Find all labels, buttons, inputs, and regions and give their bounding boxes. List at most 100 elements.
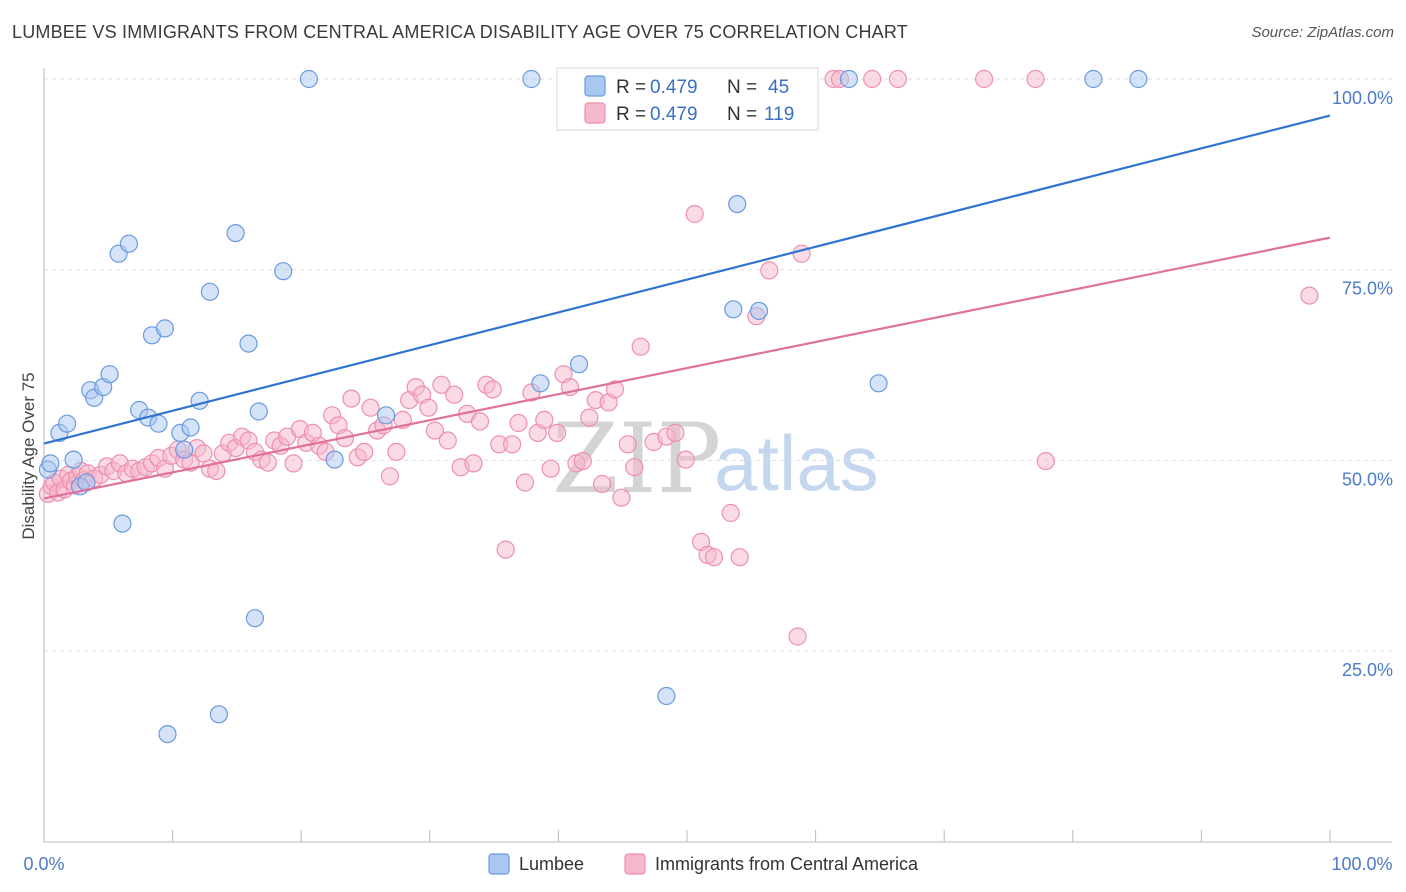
bottom-legend-label-lumbee: Lumbee — [519, 854, 584, 874]
immigrants-point-98 — [631, 337, 650, 356]
immigrants-point-75 — [483, 380, 502, 399]
immigrants-point-89 — [573, 452, 592, 471]
legend-r-value-lumbee: 0.479 — [650, 77, 698, 98]
immigrants-point-106 — [704, 548, 724, 567]
immigrants-point-94 — [605, 380, 625, 399]
immigrants-point-101 — [666, 423, 685, 442]
lumbee-point-3 — [57, 414, 77, 433]
immigrants-point-30 — [194, 444, 213, 463]
y-axis-title: Disability Age Over 75 — [19, 372, 38, 539]
immigrants-point-96 — [618, 435, 637, 454]
immigrants-point-111 — [788, 627, 807, 646]
lumbee-point-42 — [869, 374, 888, 393]
trend-lines — [43, 114, 1331, 500]
lumbee-point-13 — [119, 234, 138, 253]
immigrants-point-107 — [721, 503, 740, 523]
immigrants-point-84 — [541, 459, 560, 478]
y-tick-label-50: 50.0% — [1342, 469, 1393, 489]
immigrants-point-40 — [258, 453, 277, 472]
y-tick-label-75: 75.0% — [1342, 279, 1393, 299]
bottom-legend-label-immigrants: Immigrants from Central America — [655, 854, 919, 874]
trend-line-immigrants — [43, 236, 1331, 500]
immigrants-point-44 — [284, 454, 303, 473]
bottom-legend-swatch-lumbee — [488, 853, 510, 875]
lumbee-point-34 — [522, 69, 541, 89]
x-tick-label-min: 0.0% — [23, 854, 64, 874]
immigrants-point-65 — [419, 398, 438, 417]
immigrants-point-116 — [888, 69, 908, 89]
immigrants-point-78 — [502, 435, 522, 454]
immigrants-point-119 — [1036, 452, 1055, 471]
lumbee-point-27 — [239, 334, 258, 353]
immigrants-point-115 — [863, 69, 882, 89]
lumbee-point-6 — [77, 473, 96, 492]
immigrants-point-118 — [1026, 69, 1045, 89]
lumbee-point-43 — [1084, 69, 1103, 89]
immigrants-point-56 — [361, 398, 380, 417]
lumbee-point-33 — [377, 406, 396, 425]
immigrants-point-117 — [974, 69, 994, 89]
lumbee-point-32 — [325, 450, 344, 469]
lumbee-point-23 — [190, 391, 209, 410]
lumbee-point-29 — [249, 402, 268, 421]
lumbee-point-25 — [209, 705, 228, 724]
legend-r-label-lumbee: R = — [616, 77, 646, 98]
immigrants-point-73 — [470, 412, 490, 431]
lumbee-point-21 — [175, 440, 194, 459]
lumbee-point-22 — [181, 418, 200, 437]
legend-top: R = 0.479 N = 45 R = 0.479 N = 119 — [556, 67, 819, 131]
immigrants-point-103 — [685, 204, 704, 224]
legend-swatch-lumbee — [584, 75, 606, 97]
lumbee-point-35 — [531, 374, 550, 393]
immigrants-point-53 — [342, 389, 361, 408]
lumbee-point-36 — [569, 355, 589, 374]
immigrants-point-120 — [1300, 286, 1319, 305]
lumbee-point-38 — [724, 300, 743, 319]
lumbee-point-41 — [839, 69, 859, 89]
immigrants-point-60 — [387, 442, 406, 461]
lumbee-point-18 — [155, 319, 174, 338]
bottom-legend-swatch-immigrants — [624, 853, 646, 875]
immigrants-point-67 — [432, 375, 451, 394]
legend-swatch-immigrants — [584, 102, 606, 124]
immigrants-point-68 — [438, 431, 457, 450]
immigrants-point-55 — [355, 442, 374, 461]
legend-n-label-lumbee: N = — [727, 77, 757, 98]
watermark-atlas: atlas — [714, 419, 879, 507]
x-tick-label-max: 100.0% — [1331, 854, 1392, 874]
source-credit: Source: ZipAtlas.com — [1251, 24, 1394, 41]
lumbee-point-24 — [200, 282, 219, 301]
trend-line-lumbee — [43, 114, 1331, 445]
legend-r-value-immigrants: 0.479 — [650, 104, 698, 125]
lumbee-point-39 — [728, 195, 747, 214]
series-lumbee-points — [38, 69, 1148, 744]
legend-bottom: Lumbee Immigrants from Central America — [488, 853, 919, 875]
immigrants-point-79 — [509, 413, 528, 433]
lumbee-point-37 — [657, 686, 676, 706]
immigrants-point-108 — [730, 548, 749, 567]
legend-n-value-lumbee: 45 — [768, 77, 789, 98]
y-tick-labels: 25.0% 50.0% 75.0% 100.0% — [1332, 88, 1393, 680]
y-tick-label-100: 100.0% — [1332, 88, 1393, 108]
lumbee-point-40 — [749, 301, 769, 320]
lumbee-point-30 — [274, 262, 293, 281]
chart-title: LUMBEE VS IMMIGRANTS FROM CENTRAL AMERIC… — [12, 22, 908, 42]
immigrants-point-102 — [676, 450, 695, 469]
series-immigrants-points — [38, 69, 1319, 646]
lumbee-point-4 — [64, 450, 83, 469]
lumbee-point-17 — [149, 414, 168, 433]
lumbee-point-1 — [41, 454, 60, 473]
immigrants-point-59 — [380, 467, 399, 486]
immigrants-point-83 — [535, 410, 554, 429]
legend-n-label-immigrants: N = — [727, 104, 757, 125]
immigrants-point-77 — [496, 540, 515, 559]
x-ticks — [172, 830, 1331, 842]
lumbee-point-10 — [100, 365, 119, 384]
lumbee-point-26 — [226, 224, 245, 243]
immigrants-point-66 — [425, 421, 444, 440]
legend-n-value-immigrants: 119 — [764, 104, 794, 125]
immigrants-point-95 — [612, 488, 631, 507]
immigrants-point-110 — [760, 261, 779, 280]
legend-r-label-immigrants: R = — [616, 104, 646, 125]
